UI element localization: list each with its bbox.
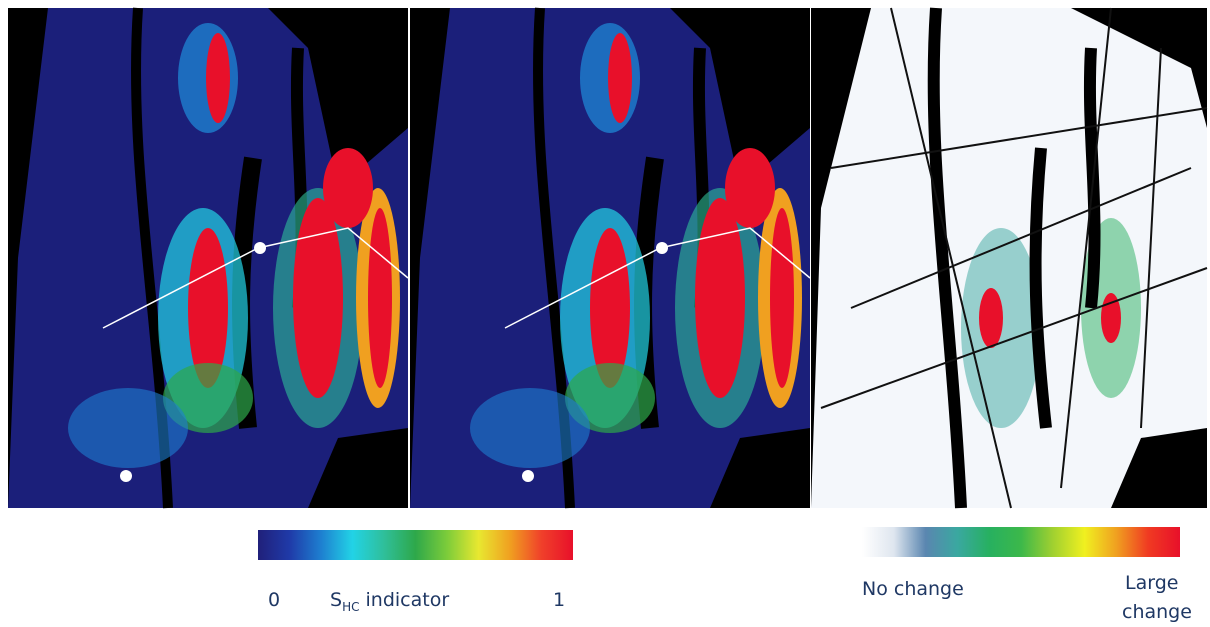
colorbar-max-label: Large <box>1125 572 1178 594</box>
colorbar-title: SHC indicator <box>330 589 449 614</box>
colorbar-title-main: S <box>330 589 342 611</box>
map-panel <box>410 8 810 508</box>
colorbars <box>0 520 1210 610</box>
colorbar-min-label: 0 <box>268 589 280 611</box>
figure: 0 SHC indicator 1 No change Large change <box>0 0 1210 627</box>
colorbar-title-subscript: HC <box>342 600 359 614</box>
colorbar-max-label: change <box>1122 601 1192 623</box>
map-panel <box>811 8 1207 508</box>
colorbar <box>862 527 1180 557</box>
colorbar-min-label: No change <box>862 578 964 600</box>
map-panel <box>8 8 408 508</box>
colorbar-max-label: 1 <box>553 589 565 611</box>
colorbar-title-rest: indicator <box>359 589 449 611</box>
colorbar <box>258 530 573 560</box>
map-panels <box>0 0 1210 520</box>
